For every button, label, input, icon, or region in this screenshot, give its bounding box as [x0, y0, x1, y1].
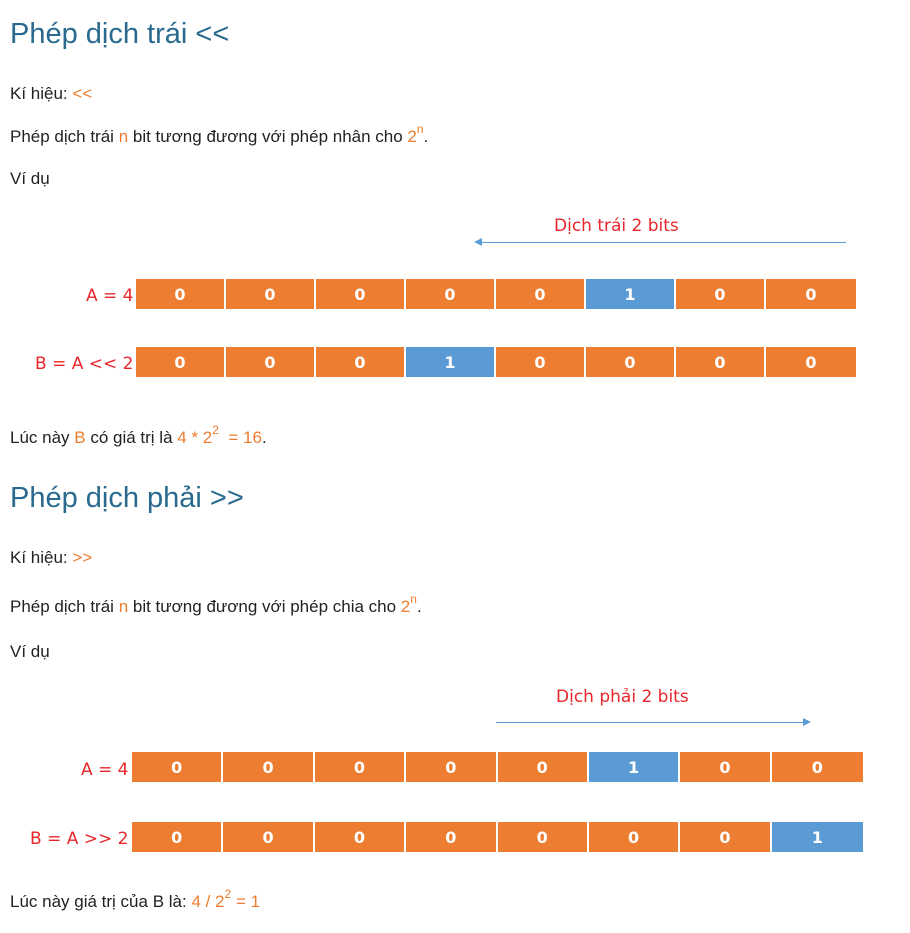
- result-expression: 4 / 22 = 1: [191, 887, 261, 911]
- bit-cell: 0: [314, 752, 407, 782]
- bit-cell: 0: [676, 279, 766, 309]
- result-expression: 4 * 22 = 16: [177, 423, 262, 447]
- bit-cell: 0: [766, 279, 856, 309]
- bit-cell: 0: [676, 347, 766, 377]
- left-example-label: Ví dụ: [10, 169, 50, 188]
- right-shift-title: Phép dịch phải >>: [10, 482, 244, 514]
- right-row-a-label: A = 4: [81, 760, 129, 780]
- desc-text: bit tương đương với phép nhân cho: [128, 127, 408, 146]
- left-shift-title: Phép dịch trái <<: [10, 18, 230, 50]
- desc-power: 2n: [400, 592, 417, 616]
- bit-cell: 1: [771, 822, 863, 852]
- desc-n: n: [118, 127, 129, 146]
- bit-cell: 0: [223, 822, 315, 852]
- bit-cell: 0: [497, 752, 589, 782]
- left-result: Lúc này B có giá trị là 4 * 22 = 16.: [10, 423, 267, 447]
- bit-cell: 0: [314, 822, 407, 852]
- right-example-label: Ví dụ: [10, 642, 50, 661]
- left-arrow-line: [480, 242, 846, 243]
- right-row-b-label: B = A >> 2: [30, 829, 129, 849]
- left-row-b-label: B = A << 2: [35, 354, 134, 374]
- bit-cell: 0: [680, 822, 772, 852]
- left-description: Phép dịch trái n bit tương đương với phé…: [10, 122, 429, 147]
- right-symbol-line: Kí hiệu: >>: [10, 548, 92, 568]
- bit-cell: 0: [226, 279, 316, 309]
- bit-cell: 1: [588, 752, 681, 782]
- bit-cell: 0: [406, 752, 498, 782]
- bit-cell: 1: [586, 279, 676, 309]
- bit-cell: 0: [406, 279, 496, 309]
- bit-cell: 0: [588, 822, 681, 852]
- left-arrow-label: Dịch trái 2 bits: [554, 216, 679, 236]
- bit-cell: 0: [132, 822, 224, 852]
- bit-cell: 0: [496, 279, 586, 309]
- desc-power: 2n: [407, 122, 424, 146]
- bit-cell: 0: [680, 752, 772, 782]
- right-arrow-label: Dịch phải 2 bits: [556, 687, 689, 707]
- arrow-right-icon: [803, 718, 811, 726]
- arrow-left-icon: [474, 238, 482, 246]
- bit-cell: 0: [316, 347, 406, 377]
- left-symbol-line: Kí hiệu: <<: [10, 84, 92, 104]
- right-arrow-line: [496, 722, 804, 723]
- desc-text: .: [423, 127, 429, 146]
- bit-cell: 0: [316, 279, 406, 309]
- desc-text: Phép dịch trái: [10, 127, 119, 146]
- bit-cell: 0: [766, 347, 856, 377]
- bit-cell: 0: [497, 822, 589, 852]
- right-result: Lúc này giá trị của B là: 4 / 22 = 1: [10, 887, 261, 911]
- symbol-label: Kí hiệu:: [10, 548, 73, 567]
- bit-cell: 1: [406, 347, 496, 377]
- bit-cell: 0: [136, 347, 226, 377]
- bit-cell: 0: [132, 752, 224, 782]
- symbol-value: >>: [72, 548, 93, 567]
- bit-cell: 0: [496, 347, 586, 377]
- bit-cell: 0: [226, 347, 316, 377]
- symbol-label: Kí hiệu:: [10, 84, 73, 103]
- symbol-value: <<: [72, 84, 93, 103]
- bit-cell: 0: [136, 279, 226, 309]
- left-row-a-label: A = 4: [86, 286, 134, 306]
- bit-cell: 0: [771, 752, 863, 782]
- bit-cell: 0: [406, 822, 498, 852]
- bit-cell: 0: [586, 347, 676, 377]
- right-description: Phép dịch trái n bit tương đương với phé…: [10, 592, 422, 616]
- bit-cell: 0: [223, 752, 315, 782]
